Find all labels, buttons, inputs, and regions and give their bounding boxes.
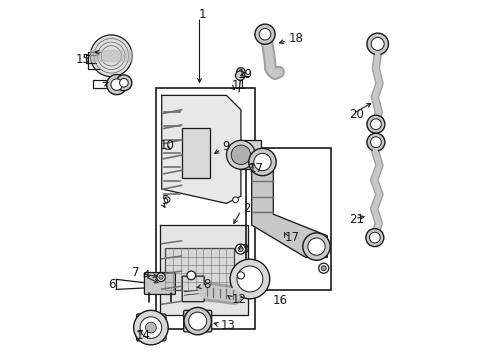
Text: 2: 2 [243,202,250,215]
FancyBboxPatch shape [136,314,166,341]
Text: 3: 3 [241,243,248,256]
Circle shape [370,119,381,130]
Circle shape [183,307,211,335]
Circle shape [116,75,132,91]
Text: 12: 12 [231,293,245,306]
Circle shape [370,137,381,148]
Circle shape [248,148,276,176]
Text: 7: 7 [132,266,140,279]
Text: 19: 19 [237,68,252,81]
Text: 21: 21 [349,213,364,226]
Circle shape [237,272,244,279]
Circle shape [164,197,170,203]
Circle shape [236,68,244,76]
Text: 16: 16 [272,294,287,307]
Circle shape [232,197,238,203]
Circle shape [235,71,244,80]
Bar [156,88,255,329]
Circle shape [186,271,195,280]
Text: 6: 6 [107,278,115,291]
Circle shape [321,266,325,271]
FancyBboxPatch shape [183,310,211,332]
Circle shape [133,310,168,345]
Text: 11: 11 [231,79,245,92]
Circle shape [188,312,206,330]
Circle shape [231,145,250,165]
Circle shape [366,133,384,151]
Text: 20: 20 [349,108,364,121]
Bar [181,128,210,178]
Circle shape [145,322,156,333]
Circle shape [318,263,328,273]
Circle shape [90,35,132,77]
Text: 5: 5 [161,194,168,207]
Bar [246,148,330,290]
Circle shape [365,229,383,247]
Circle shape [140,317,162,338]
Circle shape [366,115,384,133]
Circle shape [238,247,243,252]
Text: 1: 1 [198,8,205,21]
FancyBboxPatch shape [182,276,204,302]
Text: 13: 13 [220,319,235,332]
Circle shape [307,238,325,255]
Circle shape [106,75,126,95]
Bar [239,140,260,169]
Circle shape [254,24,275,44]
Circle shape [259,28,270,40]
Circle shape [237,266,263,292]
Text: 15: 15 [75,53,90,66]
Bar [165,248,233,290]
FancyBboxPatch shape [144,273,175,294]
Text: 14: 14 [135,329,150,342]
Circle shape [159,275,163,279]
Circle shape [226,140,255,169]
Circle shape [111,79,122,90]
Circle shape [366,33,387,55]
Text: 17: 17 [248,162,264,175]
Polygon shape [162,95,241,203]
Polygon shape [251,162,326,257]
Circle shape [120,78,128,87]
Circle shape [230,259,269,299]
Text: 10: 10 [159,139,174,152]
Polygon shape [160,225,247,315]
Circle shape [368,232,380,243]
Circle shape [370,37,384,50]
Circle shape [235,244,245,254]
Text: 17: 17 [284,231,299,244]
Circle shape [253,153,270,171]
Text: 9: 9 [222,140,229,153]
Circle shape [302,233,329,260]
Circle shape [156,273,165,282]
Text: 18: 18 [288,32,304,45]
Text: 4: 4 [142,269,149,282]
Text: 8: 8 [203,278,210,291]
